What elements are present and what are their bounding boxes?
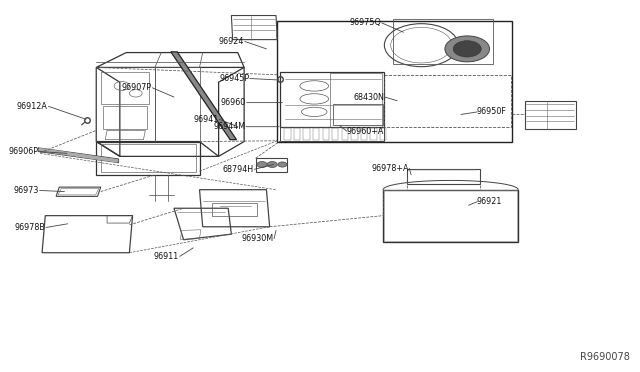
Text: 96978B: 96978B xyxy=(14,223,45,232)
Text: 96960+A: 96960+A xyxy=(346,126,383,136)
Text: 96978+A: 96978+A xyxy=(371,164,408,173)
Text: 96973: 96973 xyxy=(13,186,39,195)
Text: 96930M: 96930M xyxy=(241,234,273,243)
Text: 96921: 96921 xyxy=(477,197,502,206)
Text: 96950F: 96950F xyxy=(477,108,507,116)
Text: 96907P: 96907P xyxy=(122,83,152,92)
Circle shape xyxy=(278,162,287,167)
Text: 68794H: 68794H xyxy=(223,165,253,174)
Text: 96906P: 96906P xyxy=(9,147,39,156)
Polygon shape xyxy=(171,52,237,140)
Text: 96945P: 96945P xyxy=(219,74,249,83)
Text: 96912A: 96912A xyxy=(17,102,48,111)
Text: 96941: 96941 xyxy=(193,115,219,124)
Text: 96924: 96924 xyxy=(219,37,244,46)
Text: 96960: 96960 xyxy=(221,98,246,107)
Text: 96975Q: 96975Q xyxy=(349,19,381,28)
Circle shape xyxy=(445,36,490,62)
Circle shape xyxy=(257,161,267,167)
Circle shape xyxy=(453,41,481,57)
Text: 96911: 96911 xyxy=(154,252,179,261)
Text: 68430N: 68430N xyxy=(353,93,385,102)
Circle shape xyxy=(267,161,277,167)
Text: 96944M: 96944M xyxy=(213,122,245,131)
Polygon shape xyxy=(38,148,118,163)
Text: R9690078: R9690078 xyxy=(580,352,630,362)
